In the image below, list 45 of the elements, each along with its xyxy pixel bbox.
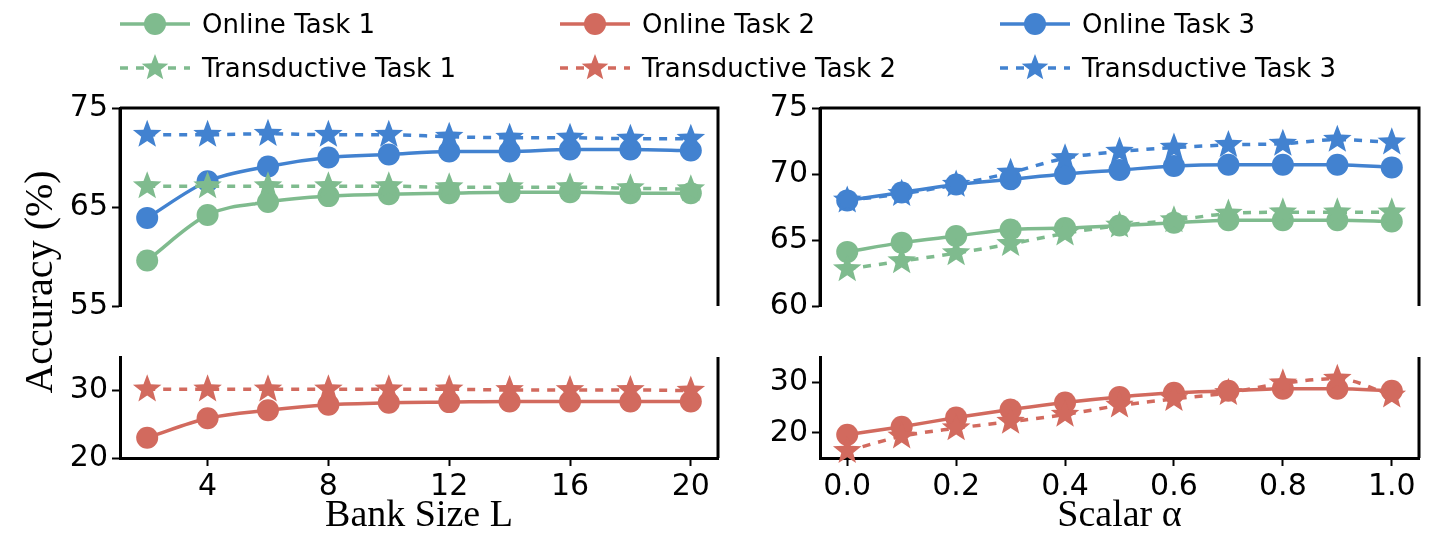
point [1268, 368, 1298, 396]
point [1159, 205, 1189, 233]
point [1108, 159, 1131, 182]
x-tick-label: 16 [550, 466, 590, 502]
y-tick-label: 20 [769, 412, 808, 448]
y-tick-label: 70 [769, 153, 808, 189]
x-tick-label: 12 [430, 466, 469, 502]
y-tick-label: 55 [69, 285, 108, 321]
x-tick-label: 1.0 [1367, 466, 1416, 502]
y-tick-label: 30 [69, 370, 108, 406]
point [890, 231, 913, 254]
x-tick-label: 0.0 [823, 466, 872, 502]
y-tick-label: 75 [69, 87, 108, 123]
point [1271, 153, 1294, 176]
point [1162, 155, 1185, 178]
y-tick-label: 60 [769, 285, 808, 321]
point [1268, 128, 1298, 156]
legend-label: Online Task 1 [202, 9, 376, 39]
point [945, 225, 968, 248]
point [1105, 136, 1134, 164]
y-axis-title: Accuracy (%) [14, 170, 62, 394]
y-tick-label: 30 [769, 362, 808, 398]
x-tick-label: 0.8 [1259, 466, 1307, 502]
point [1214, 129, 1243, 158]
point [1159, 132, 1189, 160]
legend-label: Online Task 2 [642, 9, 816, 39]
point [836, 240, 859, 263]
x-tick-label: 0.2 [932, 466, 980, 502]
point [1217, 153, 1240, 176]
point [1323, 124, 1352, 152]
legend-label: Online Task 3 [1082, 9, 1256, 39]
legend-label: Transductive Task 1 [202, 53, 456, 83]
point [1326, 153, 1349, 176]
y-tick-label: 65 [69, 186, 108, 222]
y-tick-label: 20 [69, 437, 108, 473]
x-tick-label: 0.6 [1150, 466, 1198, 502]
legend-label: Transductive Task 2 [642, 53, 896, 83]
x-tick-label: 4 [198, 466, 218, 502]
legend-label: Transductive Task 3 [1082, 53, 1336, 83]
point [1377, 127, 1407, 155]
y-tick-label: 75 [769, 87, 808, 123]
point [836, 423, 859, 446]
y-tick-label: 65 [769, 219, 808, 255]
x-tick-label: 20 [671, 466, 710, 502]
point [1380, 156, 1403, 179]
